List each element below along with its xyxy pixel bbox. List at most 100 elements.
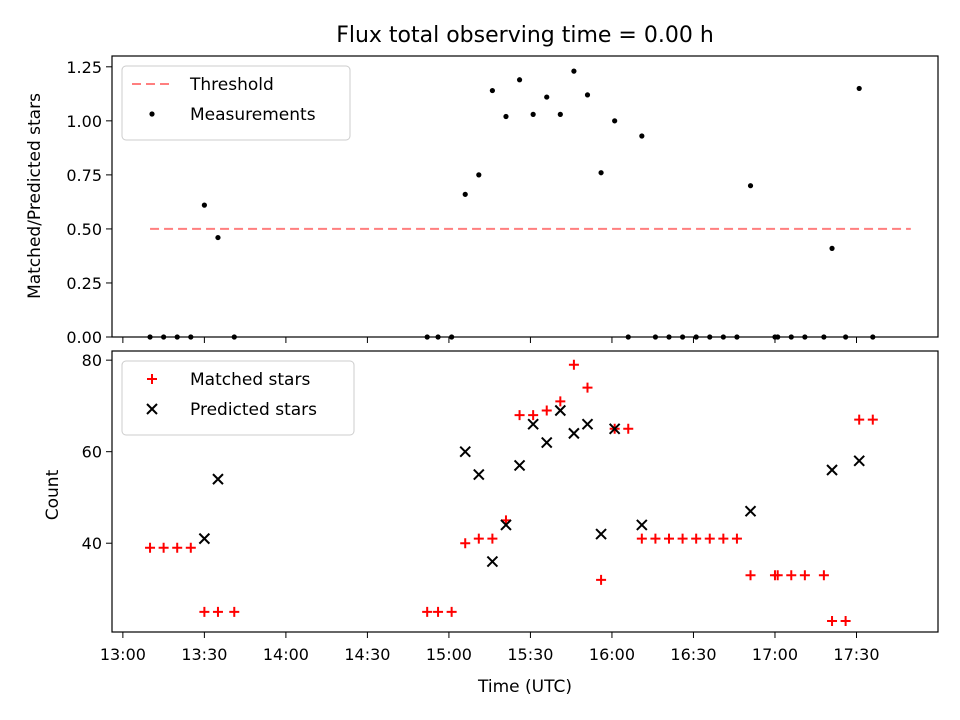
top-series-0-point bbox=[612, 118, 618, 124]
bottom-series-0-point bbox=[514, 410, 525, 421]
legend-label: Matched stars bbox=[190, 370, 310, 390]
bottom-series-1-point bbox=[595, 528, 607, 540]
bottom-series-0-point bbox=[867, 414, 878, 425]
chart-title: Flux total observing time = 0.00 h bbox=[336, 23, 714, 48]
top-y-tick-label: 1.25 bbox=[66, 58, 102, 77]
top-series-0-point bbox=[530, 111, 536, 117]
bottom-series-1-point bbox=[513, 459, 526, 472]
top-legend: Threshold Measurements bbox=[121, 65, 351, 141]
x-tick-label: 16:00 bbox=[589, 645, 635, 664]
top-y-tick-label: 0.75 bbox=[66, 166, 102, 185]
bottom-series-0-point bbox=[691, 533, 702, 544]
bottom-y-axis-label: Count bbox=[43, 469, 63, 520]
bottom-series-0-point bbox=[172, 542, 183, 553]
bottom-series-0-point bbox=[433, 606, 444, 617]
x-tick-label: 17:00 bbox=[752, 645, 798, 664]
bottom-series-1-point bbox=[568, 427, 580, 440]
bottom-series-0-point bbox=[650, 533, 661, 544]
top-y-axis-label: Matched/Predicted stars bbox=[25, 93, 45, 299]
bottom-series-0-point bbox=[636, 533, 647, 544]
top-series-0-point bbox=[476, 172, 482, 178]
x-tick-label: 15:30 bbox=[507, 645, 553, 664]
top-panel: 0.00 0.25 0.50 0.75 1.00 1.25 Threshold Measure… bbox=[66, 55, 939, 347]
top-series-0-point bbox=[503, 113, 509, 120]
bottom-series-1-point bbox=[486, 555, 499, 568]
bottom-series-0-point bbox=[568, 359, 579, 370]
bottom-series-0-point bbox=[854, 414, 865, 425]
legend-label: Measurements bbox=[190, 105, 316, 125]
bottom-series-0-point bbox=[460, 538, 471, 549]
x-tick-label: 17:30 bbox=[833, 645, 879, 664]
bottom-series-1-point bbox=[744, 505, 757, 517]
legend-marker-swatch bbox=[149, 111, 155, 117]
top-series-0-point bbox=[557, 111, 563, 117]
bottom-series-1-point bbox=[581, 418, 594, 430]
bottom-series-0-point bbox=[473, 533, 484, 544]
bottom-series-0-point bbox=[212, 606, 223, 617]
legend-marker-swatch bbox=[146, 403, 158, 415]
top-series-0-point bbox=[639, 133, 645, 139]
bottom-series-1-point bbox=[853, 455, 865, 467]
bottom-y-tick-label: 60 bbox=[82, 443, 102, 462]
bottom-series-0-point bbox=[145, 542, 156, 553]
bottom-series-0-point bbox=[555, 396, 566, 407]
bottom-series-1-point bbox=[212, 473, 224, 485]
bottom-series-1-point bbox=[636, 519, 648, 531]
top-y-tick-label: 1.00 bbox=[66, 112, 102, 131]
bottom-series-0-point bbox=[818, 570, 829, 581]
top-series-0-point bbox=[489, 87, 495, 94]
top-series-0-point bbox=[215, 234, 221, 241]
bottom-series-0-point bbox=[422, 606, 433, 617]
bottom-series-1-point bbox=[826, 464, 838, 476]
top-y-tick-label: 0.00 bbox=[66, 328, 102, 347]
top-series-0-point bbox=[544, 94, 550, 100]
top-series-0-point bbox=[584, 92, 591, 98]
bottom-y-tick-label: 40 bbox=[82, 534, 102, 553]
x-tick-label: 16:30 bbox=[670, 645, 716, 664]
bottom-series-0-point bbox=[772, 570, 783, 581]
bottom-series-0-point bbox=[528, 410, 539, 421]
bottom-series-0-point bbox=[229, 606, 240, 617]
top-series-0-point bbox=[747, 183, 754, 189]
bottom-series-0-point bbox=[596, 574, 607, 585]
bottom-series-0-point bbox=[487, 533, 498, 544]
x-tick-label: 15:00 bbox=[426, 645, 472, 664]
bottom-legend-box bbox=[121, 360, 355, 436]
bottom-panel: 40 60 80 13:00 13:30 14:00 14:30 15:00 15:30 16:0… bbox=[82, 350, 939, 664]
x-tick-label: 14:30 bbox=[344, 645, 390, 664]
bottom-series-0-point bbox=[704, 533, 715, 544]
bottom-axes-frame bbox=[111, 350, 939, 633]
bottom-series-0-point bbox=[446, 606, 457, 617]
bottom-series-1-point bbox=[554, 404, 567, 417]
bottom-series-0-point bbox=[745, 570, 756, 581]
top-series-0-point bbox=[571, 68, 577, 74]
x-tick-label: 13:30 bbox=[181, 645, 227, 664]
bottom-series-0-point bbox=[664, 533, 675, 544]
x-tick-label: 14:00 bbox=[263, 645, 309, 664]
top-y-tick-label: 0.50 bbox=[66, 220, 102, 239]
bottom-series-0-point bbox=[799, 570, 810, 581]
bottom-series-0-point bbox=[827, 616, 838, 627]
top-series-0-point bbox=[829, 245, 835, 251]
bottom-series-0-point bbox=[541, 405, 552, 416]
bottom-y-tick-label: 80 bbox=[82, 351, 102, 370]
top-series-0-point bbox=[516, 77, 523, 83]
bottom-series-0-point bbox=[582, 382, 593, 393]
bottom-legend: Matched stars Predicted stars bbox=[121, 360, 355, 436]
bottom-series-0-point bbox=[623, 423, 634, 434]
top-series-0-point bbox=[462, 191, 468, 197]
x-axis-label: Time (UTC) bbox=[477, 677, 572, 697]
top-y-tick-label: 0.25 bbox=[66, 274, 102, 293]
bottom-series-1-point bbox=[500, 519, 512, 531]
bottom-series-0-point bbox=[158, 542, 169, 553]
bottom-series-1-point bbox=[541, 436, 553, 449]
bottom-series-1-point bbox=[608, 423, 621, 435]
bottom-series-1-point bbox=[527, 418, 539, 430]
top-series-0-point bbox=[856, 85, 862, 92]
bottom-series-0-point bbox=[185, 542, 196, 553]
bottom-series-1-point bbox=[459, 445, 471, 458]
top-series-0-point bbox=[201, 202, 207, 208]
legend-marker-swatch bbox=[147, 374, 157, 384]
bottom-series-0-point bbox=[731, 533, 742, 544]
